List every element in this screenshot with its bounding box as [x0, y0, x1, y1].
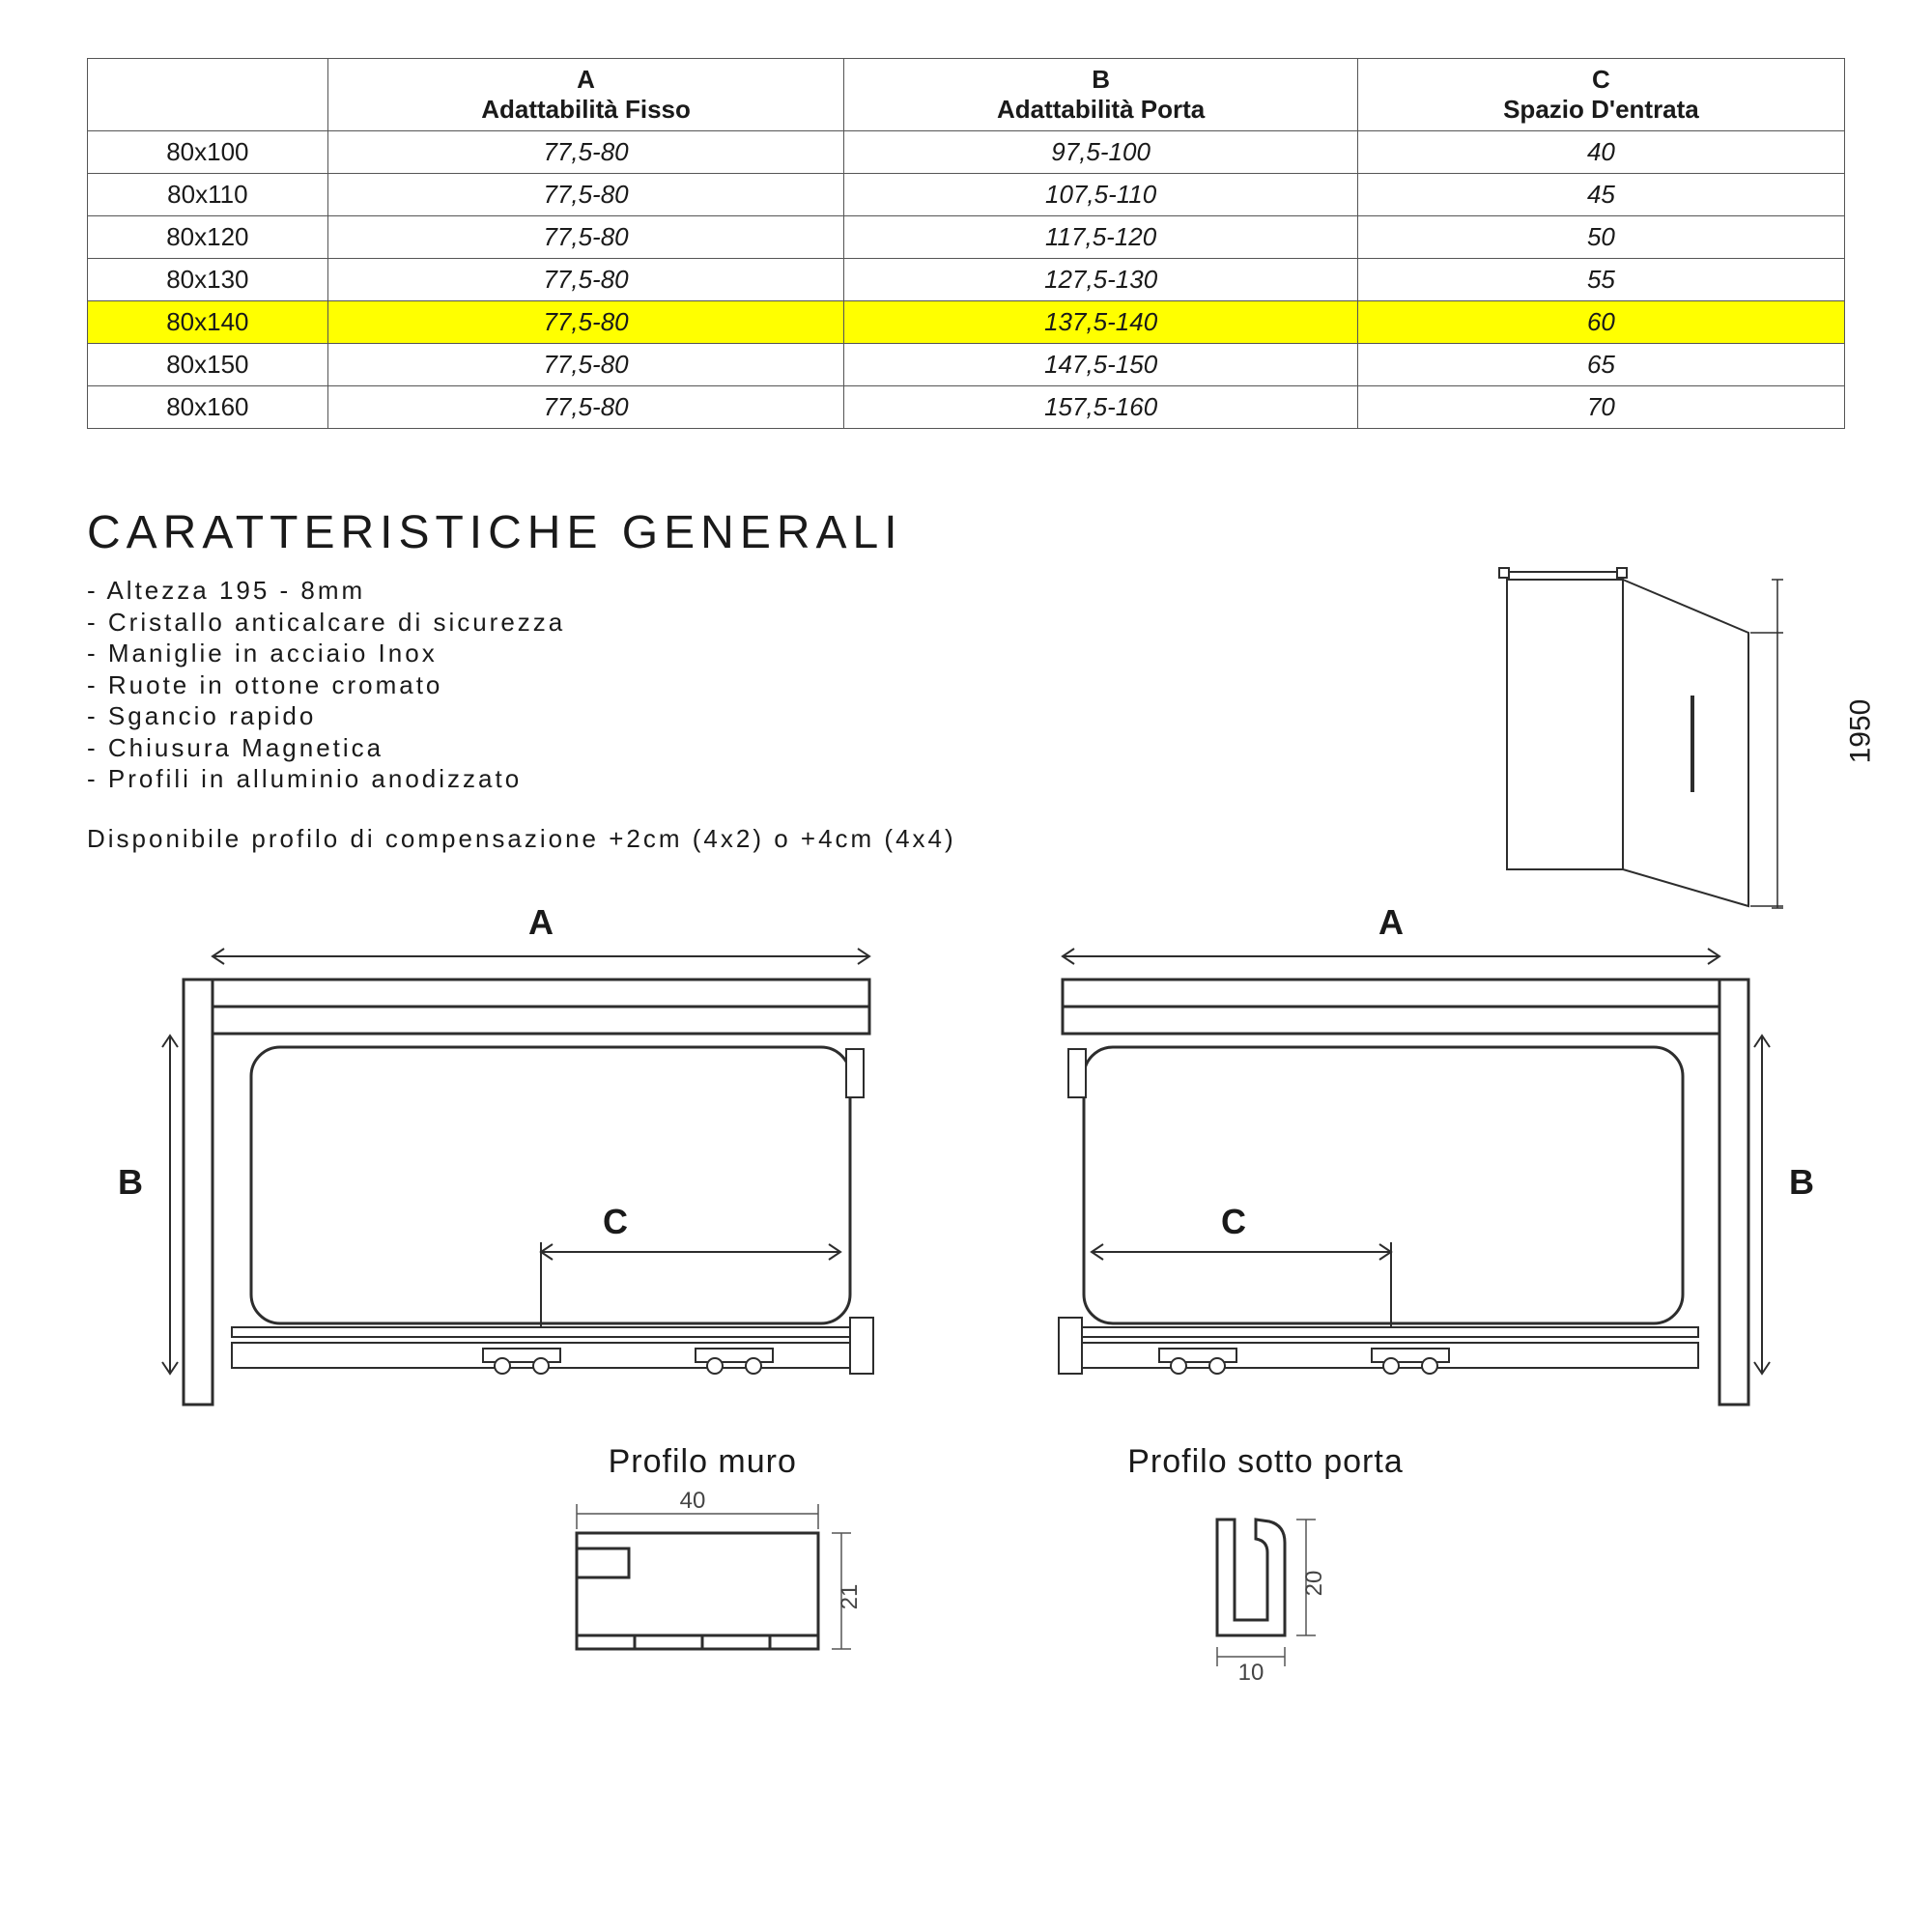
spec-table-body: 80x10077,5-8097,5-1004080x11077,5-80107,… [88, 131, 1845, 429]
col-b: B Adattabilità Porta [844, 59, 1357, 131]
plan-left-svg [155, 912, 927, 1434]
table-cell: 147,5-150 [844, 344, 1357, 386]
table-cell: 65 [1357, 344, 1844, 386]
table-row: 80x14077,5-80137,5-14060 [88, 301, 1845, 344]
iso-height-label: 1950 [1845, 699, 1878, 764]
profile-door-w: 10 [1238, 1660, 1264, 1686]
profile-wall-svg: 40 21 [528, 1491, 876, 1684]
profile-wall-h: 21 [837, 1583, 863, 1609]
table-row: 80x16077,5-80157,5-16070 [88, 386, 1845, 429]
table-row: 80x13077,5-80127,5-13055 [88, 259, 1845, 301]
plan-views: A B C [87, 912, 1845, 1434]
table-cell: 137,5-140 [844, 301, 1357, 344]
plan-left-b: B [118, 1162, 143, 1203]
table-cell: 80x160 [88, 386, 328, 429]
table-cell: 77,5-80 [327, 259, 844, 301]
profile-door: Profilo sotto porta 20 10 [1127, 1443, 1403, 1708]
iso-diagram: 1950 [1497, 551, 1845, 937]
profile-door-h: 20 [1301, 1570, 1327, 1596]
table-cell: 127,5-130 [844, 259, 1357, 301]
table-cell: 117,5-120 [844, 216, 1357, 259]
spec-table-head: A Adattabilità Fisso B Adattabilità Port… [88, 59, 1845, 131]
plan-right-b: B [1789, 1162, 1814, 1203]
plan-right-c: C [1221, 1202, 1246, 1242]
table-cell: 77,5-80 [327, 131, 844, 174]
profile-door-svg: 20 10 [1159, 1491, 1372, 1703]
table-cell: 80x150 [88, 344, 328, 386]
table-cell: 97,5-100 [844, 131, 1357, 174]
plan-left: A B C [155, 912, 927, 1434]
table-cell: 50 [1357, 216, 1844, 259]
plan-right-svg [1005, 912, 1777, 1434]
table-cell: 77,5-80 [327, 301, 844, 344]
plan-left-c: C [603, 1202, 628, 1242]
col-a: A Adattabilità Fisso [327, 59, 844, 131]
col-blank [88, 59, 328, 131]
table-cell: 77,5-80 [327, 386, 844, 429]
table-cell: 107,5-110 [844, 174, 1357, 216]
plan-left-a: A [528, 902, 554, 943]
table-cell: 45 [1357, 174, 1844, 216]
table-cell: 80x100 [88, 131, 328, 174]
table-row: 80x10077,5-8097,5-10040 [88, 131, 1845, 174]
table-cell: 80x120 [88, 216, 328, 259]
table-cell: 157,5-160 [844, 386, 1357, 429]
table-row: 80x12077,5-80117,5-12050 [88, 216, 1845, 259]
table-cell: 40 [1357, 131, 1844, 174]
table-row: 80x15077,5-80147,5-15065 [88, 344, 1845, 386]
iso-svg [1497, 551, 1806, 918]
profile-door-title: Profilo sotto porta [1127, 1443, 1403, 1481]
profile-wall-w: 40 [680, 1488, 706, 1514]
table-cell: 80x130 [88, 259, 328, 301]
profile-wall-title: Profilo muro [528, 1443, 876, 1481]
table-cell: 60 [1357, 301, 1844, 344]
spec-table: A Adattabilità Fisso B Adattabilità Port… [87, 58, 1845, 429]
table-cell: 55 [1357, 259, 1844, 301]
table-cell: 70 [1357, 386, 1844, 429]
profile-wall: Profilo muro 40 [528, 1443, 876, 1708]
plan-right-a: A [1378, 902, 1404, 943]
table-cell: 77,5-80 [327, 344, 844, 386]
table-row: 80x11077,5-80107,5-11045 [88, 174, 1845, 216]
table-cell: 77,5-80 [327, 216, 844, 259]
col-c: C Spazio D'entrata [1357, 59, 1844, 131]
profile-drawings: Profilo muro 40 [87, 1443, 1845, 1708]
table-cell: 80x110 [88, 174, 328, 216]
table-cell: 77,5-80 [327, 174, 844, 216]
plan-right: A B C [1005, 912, 1777, 1434]
table-cell: 80x140 [88, 301, 328, 344]
